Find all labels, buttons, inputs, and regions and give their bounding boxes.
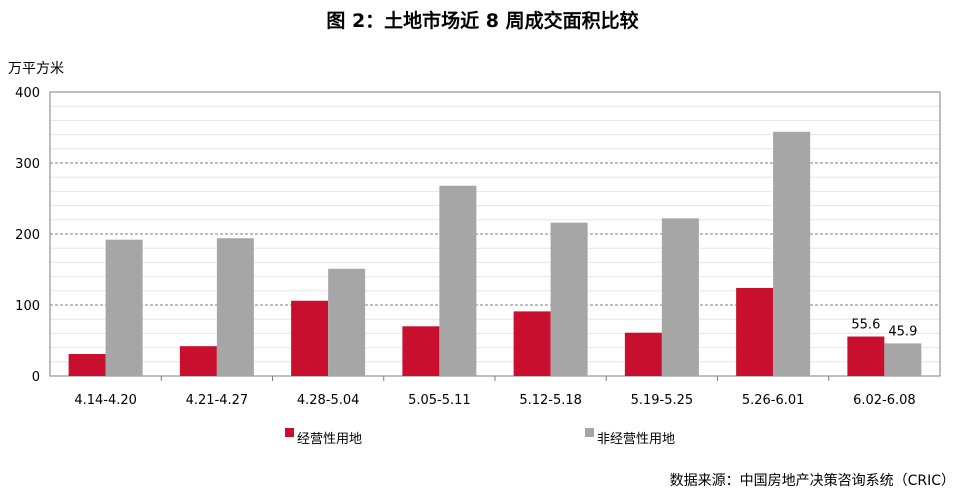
legend-label: 非经营性用地 (597, 432, 675, 447)
x-tick-label: 5.19-5.25 (631, 393, 694, 408)
bar-operating (736, 287, 774, 376)
y-tick-label: 100 (15, 299, 40, 314)
bar-operating (291, 300, 329, 376)
bar-non-operating (773, 131, 811, 376)
bar-non-operating (328, 268, 366, 376)
x-tick-label: 5.05-5.11 (408, 393, 471, 408)
bar-non-operating (216, 238, 254, 376)
bar-non-operating (884, 343, 922, 376)
x-tick-label: 4.14-4.20 (74, 393, 137, 408)
bar-non-operating (439, 185, 477, 376)
bar-operating (68, 353, 106, 376)
bar-operating (402, 326, 440, 376)
x-tick-label: 4.21-4.27 (186, 393, 249, 408)
x-tick-label: 4.28-5.04 (297, 393, 360, 408)
data-label: 55.6 (851, 318, 880, 333)
y-axis-unit-label: 万平方米 (8, 61, 64, 77)
x-tick-label: 5.12-5.18 (519, 393, 582, 408)
legend-swatch (585, 428, 594, 437)
source-note: 数据来源：中国房地产决策咨询系统（CRIC） (669, 473, 955, 489)
y-tick-label: 200 (15, 228, 40, 243)
bar-non-operating (105, 239, 143, 376)
bar-operating (513, 311, 551, 376)
bar-operating (624, 332, 662, 376)
data-label: 45.9 (888, 324, 917, 339)
bar-non-operating (661, 218, 699, 376)
y-tick-label: 400 (15, 86, 40, 101)
legend-label: 经营性用地 (297, 432, 362, 447)
y-tick-label: 0 (32, 370, 40, 385)
legend-swatch (285, 428, 294, 437)
x-tick-label: 5.26-6.01 (742, 393, 805, 408)
bar-operating (179, 346, 217, 376)
bar-non-operating (550, 222, 588, 376)
bar-operating (847, 336, 885, 376)
x-tick-label: 6.02-6.08 (853, 393, 916, 408)
y-tick-label: 300 (15, 157, 40, 172)
chart-title: 图 2：土地市场近 8 周成交面积比较 (326, 10, 639, 32)
